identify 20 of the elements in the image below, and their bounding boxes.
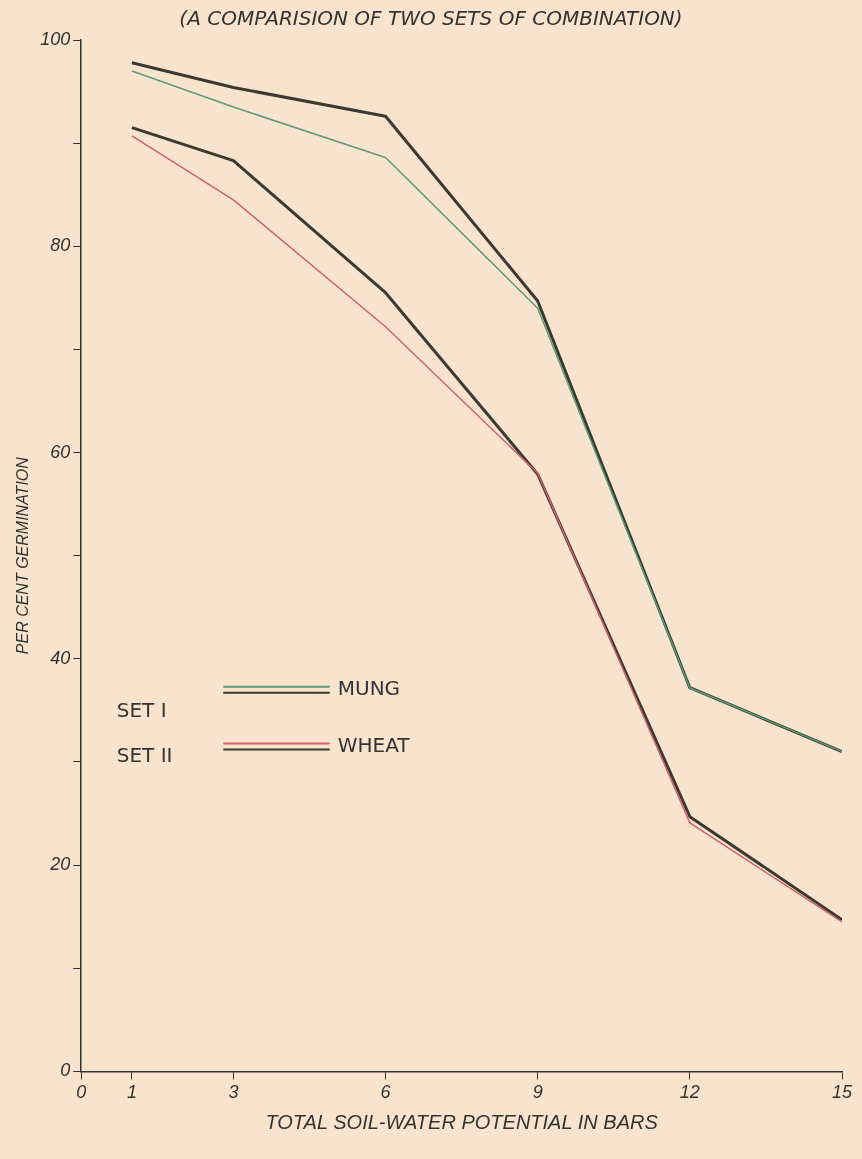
y-tick-label: 20 <box>49 854 71 875</box>
y-tick-label: 0 <box>60 1060 71 1081</box>
y-tick-label: 80 <box>50 235 71 256</box>
x-tick-label: 9 <box>532 1082 543 1103</box>
x-axis-title: TOTAL SOIL-WATER POTENTIAL IN BARS <box>265 1110 659 1133</box>
chart-title: (A COMPARISION OF TWO SETS OF COMBINATION) <box>178 6 684 30</box>
annotation: SET I <box>116 697 167 722</box>
x-tick-label: 0 <box>76 1082 87 1103</box>
y-tick-label: 40 <box>50 647 71 668</box>
x-tick-label: 12 <box>679 1082 700 1103</box>
x-tick-label: 1 <box>126 1082 137 1103</box>
y-tick-label: 60 <box>50 441 71 462</box>
y-axis-title: PER CENT GERMINATION <box>14 456 32 655</box>
annotation: MUNG <box>337 675 401 700</box>
x-tick-label: 6 <box>380 1082 392 1103</box>
x-tick-label: 3 <box>228 1082 239 1103</box>
x-tick-label: 15 <box>831 1082 853 1103</box>
annotation: SET II <box>116 742 173 767</box>
annotation: WHEAT <box>337 732 411 757</box>
y-tick-label: 100 <box>40 29 71 49</box>
